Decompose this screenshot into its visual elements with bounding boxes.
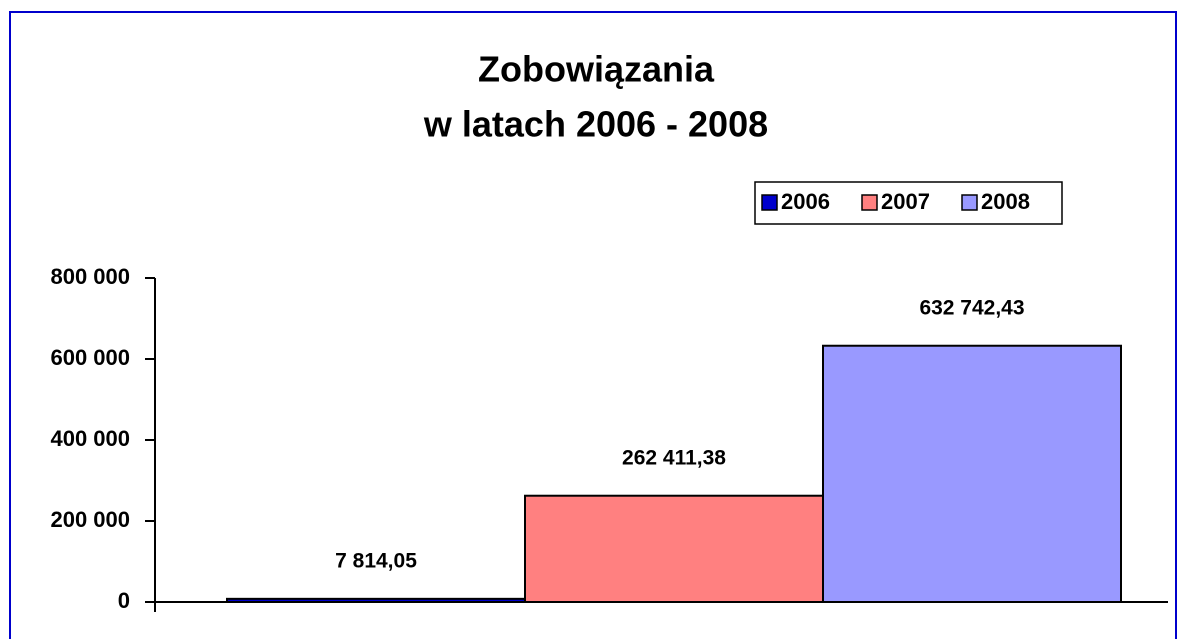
bar (822, 344, 1122, 603)
legend-label: 2006 (781, 189, 830, 214)
data-label: 7 814,05 (335, 549, 417, 572)
y-tick-label: 200 000 (50, 507, 130, 532)
bar (524, 494, 824, 603)
chart-title: w latach 2006 - 2008 (423, 104, 768, 145)
y-tick-label: 400 000 (50, 426, 130, 451)
chart-title: Zobowiązania (478, 49, 715, 90)
data-label: 632 742,43 (919, 296, 1024, 319)
y-tick-label: 800 000 (50, 264, 130, 289)
data-label: 262 411,38 (622, 446, 726, 469)
y-tick-label: 600 000 (50, 345, 130, 370)
legend-swatch (861, 194, 878, 211)
y-tick-label: 0 (118, 588, 130, 613)
legend-box (754, 181, 1063, 225)
legend-swatch (961, 194, 978, 211)
legend-swatch (761, 194, 778, 211)
legend-label: 2008 (981, 189, 1030, 214)
legend-label: 2007 (881, 189, 930, 214)
